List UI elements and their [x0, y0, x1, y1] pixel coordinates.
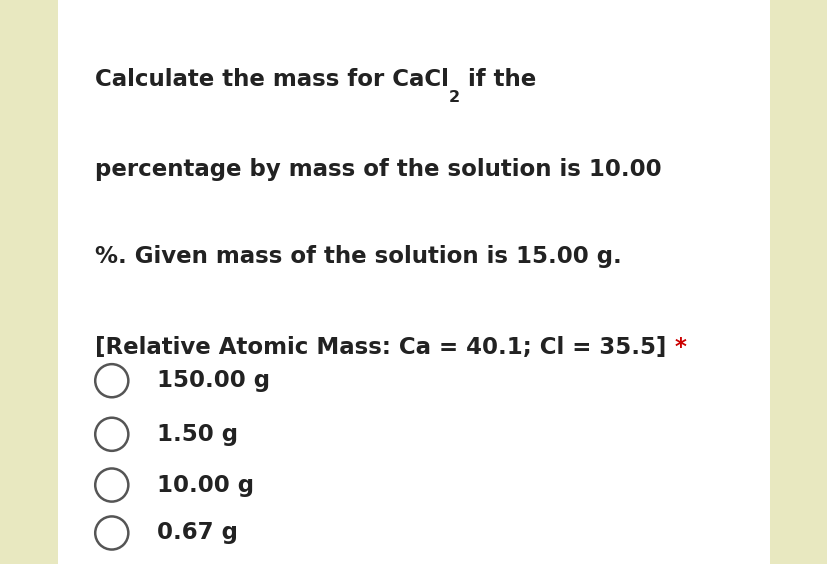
Text: 150.00 g: 150.00 g: [157, 369, 270, 392]
Text: if the: if the: [460, 68, 536, 91]
Text: [Relative Atomic Mass: Ca = 40.1; Cl = 35.5]: [Relative Atomic Mass: Ca = 40.1; Cl = 3…: [95, 336, 674, 359]
Text: 2: 2: [448, 90, 460, 105]
Text: 10.00 g: 10.00 g: [157, 474, 254, 496]
Text: *: *: [674, 336, 686, 359]
Text: %. Given mass of the solution is 15.00 g.: %. Given mass of the solution is 15.00 g…: [95, 245, 621, 268]
Text: percentage by mass of the solution is 10.00: percentage by mass of the solution is 10…: [95, 158, 661, 181]
Text: 1.50 g: 1.50 g: [157, 423, 238, 446]
Bar: [769, 0, 827, 564]
Bar: [0, 0, 58, 564]
Text: Calculate the mass for CaCl: Calculate the mass for CaCl: [95, 68, 448, 91]
Text: 0.67 g: 0.67 g: [157, 522, 238, 544]
